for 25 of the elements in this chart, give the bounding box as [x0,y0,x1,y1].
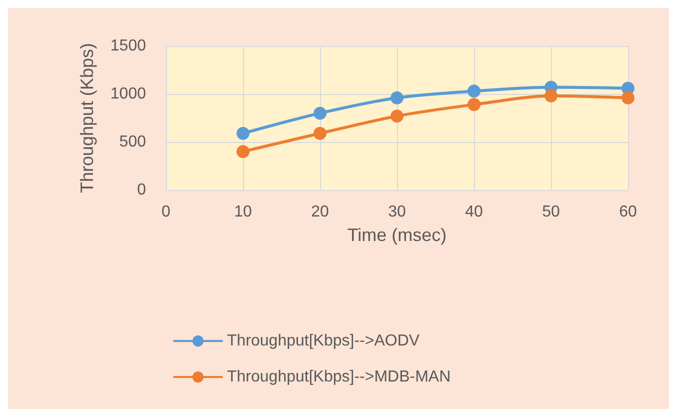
point [236,126,250,140]
x-tick-label: 50 [542,204,560,220]
y-tick-label: 1500 [110,38,146,54]
point [314,126,326,140]
point [544,89,558,102]
x-tick-label: 0 [162,204,171,220]
point [390,110,404,123]
x-tick-label: 20 [311,204,329,220]
y-axis-title: Throughput (Kbps) [77,42,97,194]
legend-label: Throughput[Kbps]-->MDB-MAN [227,368,451,386]
point [314,106,326,120]
x-axis-title: Time (msec) [347,225,447,245]
point [390,91,404,104]
point [468,98,480,112]
x-tick-label: 10 [234,204,252,220]
x-tick-label: 30 [388,204,406,220]
point [468,84,480,98]
x-tick-label: 60 [619,204,637,220]
x-tick-label: 40 [465,204,483,220]
point [236,145,250,158]
y-tick-label: 500 [119,134,146,150]
point [622,91,634,104]
legend-label: Throughput[Kbps]-->AODV [227,332,420,350]
y-tick-label: 1000 [110,86,146,102]
y-tick-label: 0 [137,182,146,198]
